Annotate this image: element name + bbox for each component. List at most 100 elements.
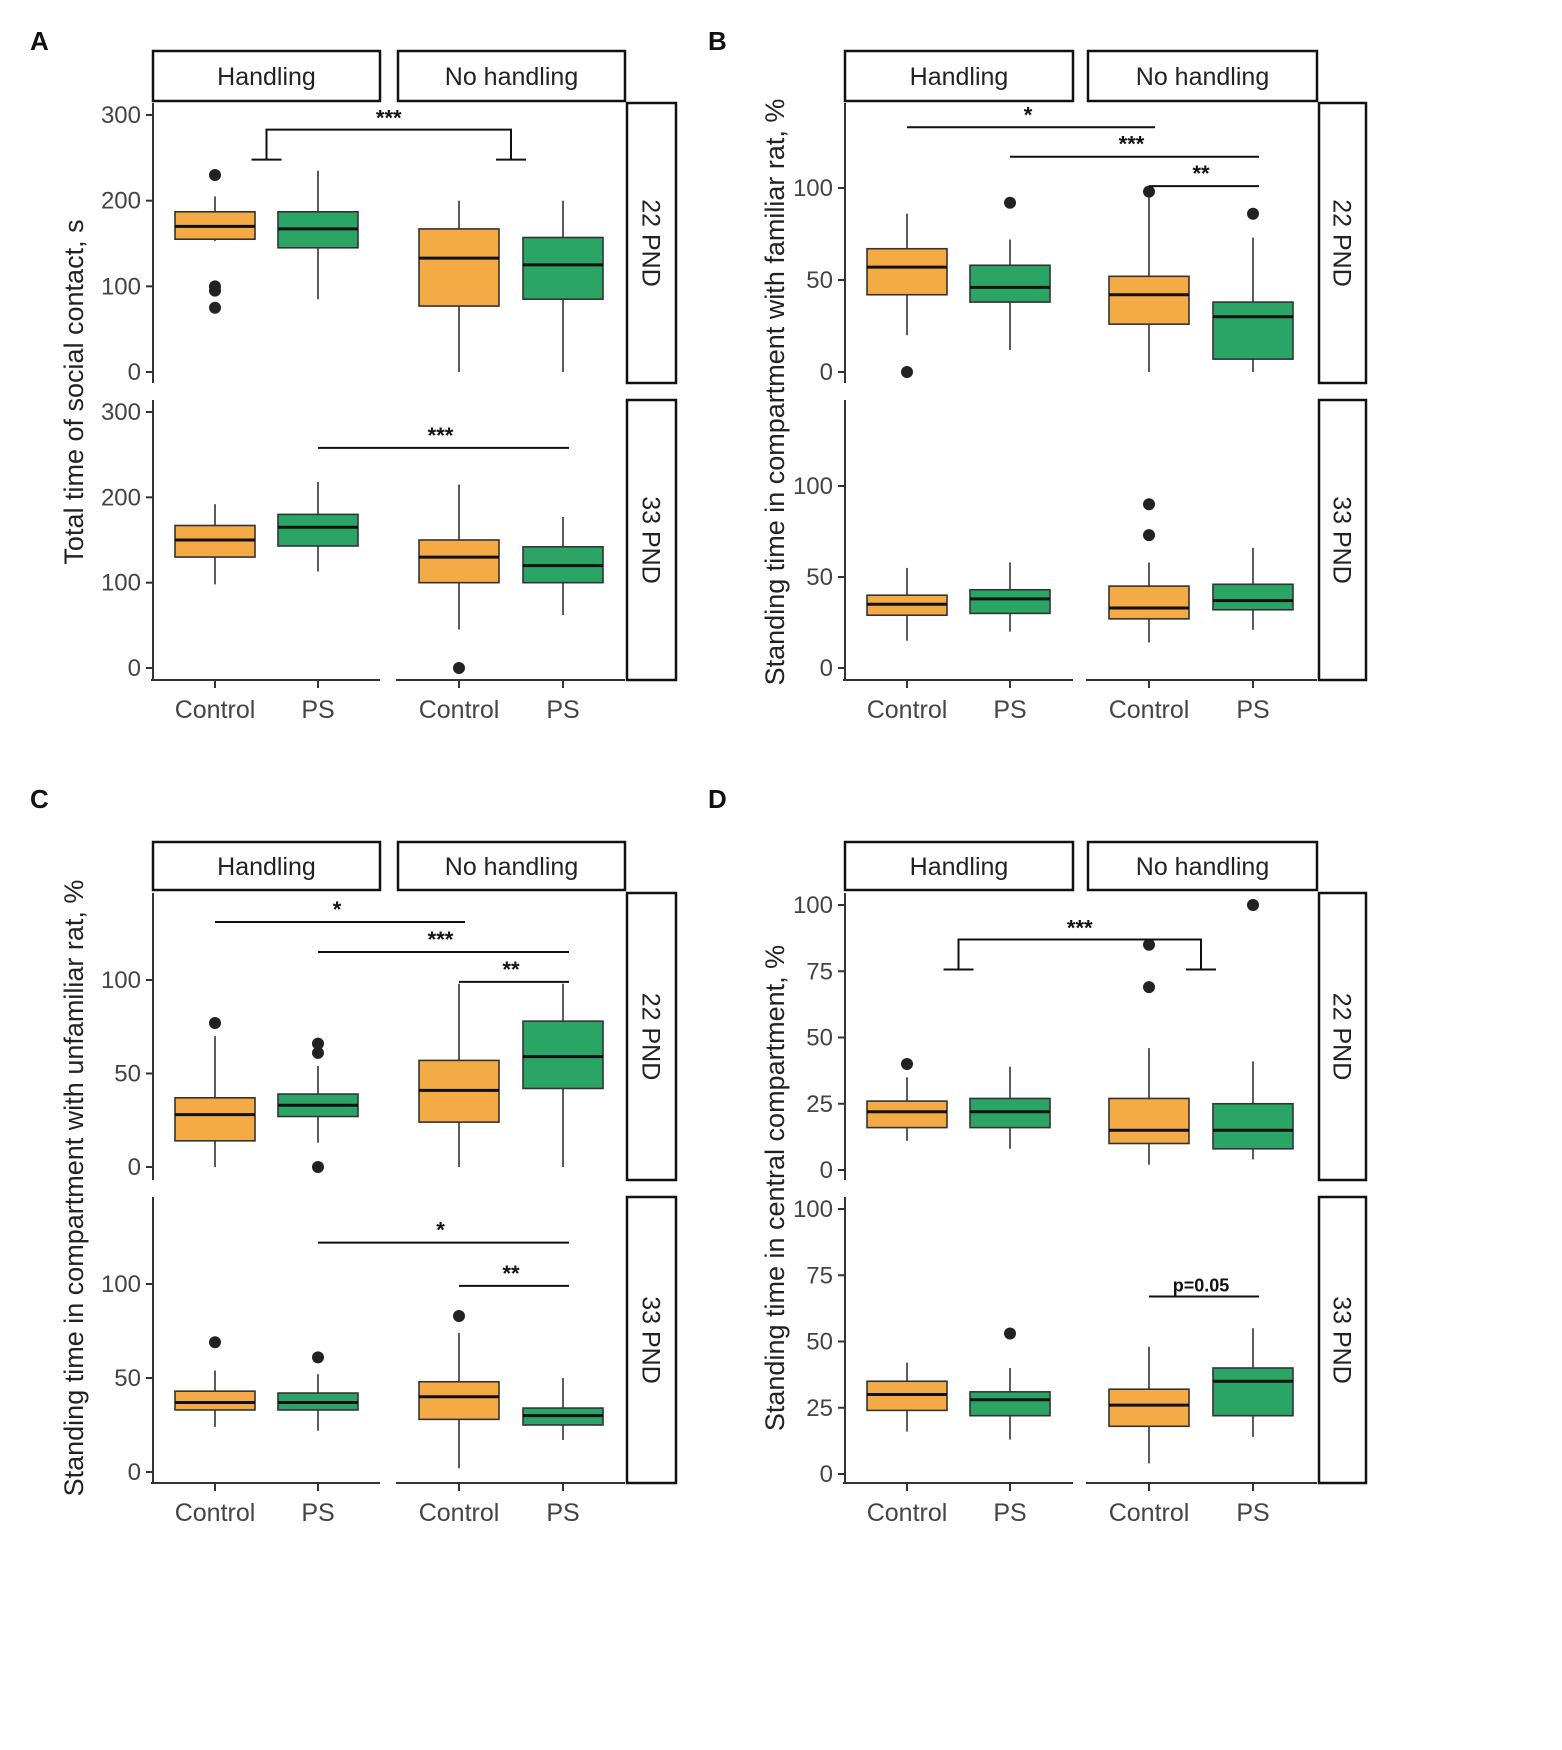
facet-strip-col-label: No handling [1136,63,1269,91]
x-tick-label: Control [867,1499,948,1527]
y-axis-label: Standing time in compartment with unfami… [59,880,89,1497]
facet-strip-col-label: No handling [445,853,578,881]
y-tick-label: 100 [793,175,833,202]
y-tick-label: 100 [101,273,141,300]
x-tick-label: PS [1236,696,1269,724]
significance-label: * [1024,102,1033,127]
box-ps [969,264,1051,303]
significance-label: * [333,897,342,922]
outlier-point [1143,938,1155,951]
x-tick-label: PS [546,1499,579,1527]
significance-label: * [436,1218,445,1243]
facet-strip-row [1317,891,1368,1182]
panel-b: B Standing time in compartment with famil… [708,26,1368,724]
outlier-point [312,1351,324,1364]
significance-label: *** [428,423,454,448]
outlier-point [453,662,465,674]
y-tick-label: 0 [128,1459,141,1486]
box-control [174,1390,256,1411]
facet-strip-col-label: Handling [910,63,1009,91]
outlier-point [1143,529,1155,542]
y-tick-label: 0 [820,1461,833,1488]
panel-label: C [30,784,49,814]
y-tick-label: 50 [806,564,833,591]
box-control [418,228,500,307]
panel-c: C Standing time in compartment with unfam… [30,784,678,1527]
panel-label: B [708,26,727,56]
significance-label: ** [1192,161,1210,186]
y-tick-label: 75 [806,1262,833,1289]
outlier-point [209,1017,221,1030]
facet-strip-row [625,398,678,682]
facet-strip-row [625,1195,678,1485]
significance-label: *** [1067,915,1093,940]
outlier-point [1143,981,1155,994]
y-axis-label: Standing time in central compartment, % [760,945,790,1431]
facet-strip-row-label: 22 PND [637,199,665,287]
box-control [1108,1388,1190,1428]
x-tick-label: Control [1109,696,1190,724]
facet-strip-row [1317,101,1368,385]
y-tick-label: 50 [114,1365,141,1392]
facet-strip-col-label: Handling [217,853,316,881]
y-tick-label: 50 [806,1025,833,1052]
box-control [1108,275,1190,325]
x-tick-label: Control [175,696,256,724]
y-tick-label: 50 [806,1329,833,1356]
y-tick-label: 100 [101,1271,141,1298]
facet-strip-row-label: 22 PND [1328,199,1356,287]
x-tick-label: PS [301,696,334,724]
y-tick-label: 0 [820,1157,833,1184]
outlier-point [312,1161,324,1173]
y-tick-label: 0 [128,359,141,386]
y-tick-label: 100 [101,967,141,994]
x-tick-label: PS [1236,1499,1269,1527]
facet-strip-row-label: 22 PND [637,993,665,1081]
facet-strip-col-label: Handling [910,853,1009,881]
y-tick-label: 200 [101,484,141,511]
x-tick-label: Control [175,1499,256,1527]
facet-strip-col [1086,49,1319,103]
outlier-point [209,284,221,297]
y-tick-label: 100 [101,570,141,597]
x-tick-label: PS [993,696,1026,724]
facet-strip-row [625,891,678,1182]
box-control [418,1380,500,1421]
box-control [1108,1097,1190,1145]
outlier-point [209,1336,221,1349]
box-ps [1212,1102,1294,1150]
x-tick-label: PS [993,1499,1026,1527]
y-tick-label: 25 [806,1395,833,1422]
y-tick-label: 200 [101,188,141,215]
outlier-point [1247,899,1259,911]
outlier-point [209,168,221,181]
facet-strip-row-label: 22 PND [1328,993,1356,1081]
significance-bracket [943,938,1216,971]
facet-strip-col [151,49,382,103]
y-axis-label: Total time of social contact, s [59,219,89,564]
facet-strip-row [1317,1195,1368,1485]
panel-label: D [708,784,727,814]
y-tick-label: 0 [820,359,833,386]
facet-strip-col [1086,840,1319,892]
facet-strip-row-label: 33 PND [1328,1296,1356,1384]
box-control [418,539,500,584]
facet-strip-col [843,49,1075,103]
box-ps [277,513,359,547]
box-ps [969,1391,1051,1417]
box-ps [969,588,1051,615]
outlier-point [1247,207,1259,220]
outlier-point [1143,498,1155,511]
y-tick-label: 0 [128,1154,141,1181]
significance-label: p=0.05 [1173,1275,1230,1295]
facet-strip-col [396,49,627,103]
y-axis-label: Standing time in compartment with famili… [760,99,790,686]
significance-label: *** [376,106,402,131]
facet-strip-col-label: No handling [445,63,578,91]
outlier-point [1004,196,1016,209]
y-tick-label: 75 [806,958,833,985]
facet-strip-row [1317,398,1368,682]
significance-label: ** [502,1261,520,1286]
outlier-point [901,1058,913,1070]
y-tick-label: 300 [101,102,141,129]
